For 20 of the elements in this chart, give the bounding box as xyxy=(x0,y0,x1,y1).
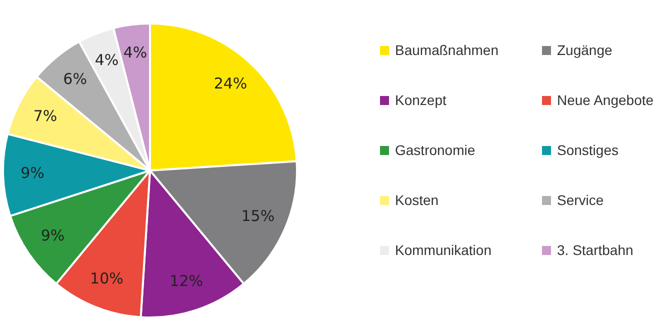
legend-label: 3. Startbahn xyxy=(557,242,634,258)
legend-label: Baumaßnahmen xyxy=(395,42,499,58)
legend-label: Kommunikation xyxy=(395,242,492,258)
data-label: 10% xyxy=(90,270,124,288)
data-label: 12% xyxy=(170,272,204,290)
legend-label: Gastronomie xyxy=(395,142,476,158)
legend-label: Sonstiges xyxy=(557,142,618,158)
legend-label: Konzept xyxy=(395,92,446,108)
legend-label: Service xyxy=(557,192,604,208)
data-label: 15% xyxy=(241,207,275,226)
legend-label: Neue Angebote xyxy=(557,92,654,108)
data-label: 4% xyxy=(94,51,119,70)
legend-label: Kosten xyxy=(395,192,439,208)
data-label: 4% xyxy=(123,44,148,62)
legend-label: Zugänge xyxy=(557,42,612,58)
data-label: 6% xyxy=(63,70,87,88)
data-label: 7% xyxy=(33,107,58,125)
data-label: 24% xyxy=(214,74,248,93)
data-label: 9% xyxy=(20,164,44,182)
data-label: 9% xyxy=(40,226,65,244)
